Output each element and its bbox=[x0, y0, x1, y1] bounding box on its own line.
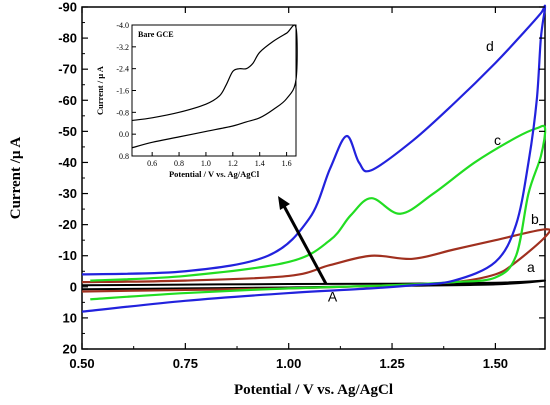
y-axis-title: Current /µ A bbox=[8, 137, 24, 220]
annotation-label: A bbox=[328, 289, 338, 305]
inset-title: Bare GCE bbox=[138, 30, 174, 39]
y-tick-label: -60 bbox=[58, 93, 77, 108]
x-tick-label: 1.25 bbox=[379, 356, 404, 371]
inset-y-axis-title: Current / µ A bbox=[95, 65, 105, 115]
inset-x-tick-label: 1.0 bbox=[201, 159, 211, 168]
inset-x-tick-label: 1.4 bbox=[255, 159, 265, 168]
inset-y-tick-label: -3.2 bbox=[116, 43, 129, 52]
inset-y-tick-label: -0.8 bbox=[116, 108, 129, 117]
y-tick-label: 10 bbox=[63, 310, 77, 325]
series-line-c bbox=[90, 124, 547, 301]
series-line-d bbox=[81, 4, 547, 313]
x-tick-label: 1.50 bbox=[483, 356, 508, 371]
inset-x-tick-label: 0.6 bbox=[147, 159, 157, 168]
y-tick-label: 20 bbox=[63, 342, 77, 357]
y-tick-label: 0 bbox=[70, 279, 77, 294]
inset-series-line-0 bbox=[131, 24, 298, 149]
y-tick-label: -70 bbox=[58, 62, 77, 77]
arrow-head bbox=[278, 196, 290, 210]
y-tick-label: -40 bbox=[58, 155, 77, 170]
inset-plot: 0.6 0.8 1.0 1.2 1.4 1.6 -4.0 -3.2 -2.4 -1.6 -0.8 0.… bbox=[91, 14, 301, 184]
y-tick-label: -30 bbox=[58, 186, 77, 201]
series-line-a bbox=[81, 279, 546, 291]
curve-label-b: b bbox=[531, 211, 539, 227]
curve-label-d: d bbox=[486, 38, 494, 54]
x-tick-label: 0.50 bbox=[69, 356, 94, 371]
inset-y-tick-label: 0.0 bbox=[119, 130, 129, 139]
y-tick-label: -10 bbox=[58, 248, 77, 263]
x-axis-title: Potential / V vs. Ag/AgCl bbox=[234, 382, 393, 398]
inset-x-tick-label: 0.8 bbox=[174, 159, 184, 168]
curve-label-c: c bbox=[494, 132, 501, 148]
x-tick-label: 1.00 bbox=[276, 356, 301, 371]
y-tick-label: -20 bbox=[58, 217, 77, 232]
inset-y-tick-label: -2.4 bbox=[116, 65, 129, 74]
arrow-shaft bbox=[282, 205, 328, 285]
inset-y-tick-label: 0.8 bbox=[119, 152, 129, 161]
y-tick-label: -50 bbox=[58, 124, 77, 139]
y-tick-label: -90 bbox=[58, 0, 77, 15]
inset-y-tick-label: -4.0 bbox=[116, 21, 129, 30]
inset-x-axis-title: Potential / V vs. Ag/AgCl bbox=[169, 169, 260, 179]
inset-x-tick-label: 1.2 bbox=[228, 159, 238, 168]
curve-label-a: a bbox=[527, 259, 535, 275]
inset-y-tick-label: -1.6 bbox=[116, 87, 129, 96]
inset-x-tick-label: 1.6 bbox=[282, 159, 292, 168]
y-tick-label: -80 bbox=[58, 31, 77, 46]
x-tick-label: 0.75 bbox=[173, 356, 198, 371]
main-plot: 0.50 0.75 1.00 1.25 1.50-90-80-70-60-50-40-3… bbox=[8, 0, 550, 398]
